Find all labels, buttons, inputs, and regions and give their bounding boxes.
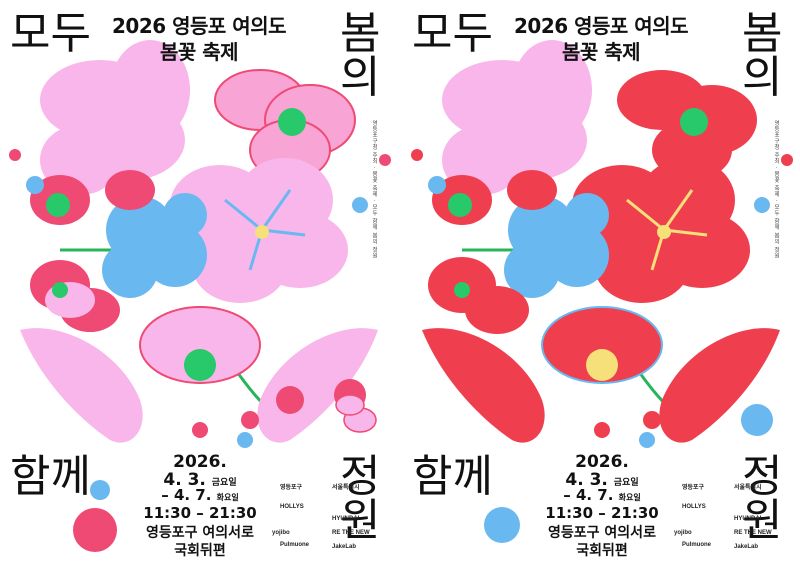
date-range: 4. 3. 금요일: [522, 470, 682, 490]
sponsor-logo-3: HOLLYS: [280, 504, 304, 510]
brush-text-bl: 함께: [412, 451, 493, 502]
date-day1-weekday: 금요일: [211, 478, 237, 488]
festival-time: 11:30 – 21:30: [545, 504, 659, 522]
sponsor-logo-7: RE THE NEW: [734, 530, 772, 536]
sponsor-logo-2: 서울특별시: [734, 485, 762, 491]
festival-title-line1: 2026 영등포 여의도: [112, 14, 287, 38]
sponsor-logo-1: 영등포구: [280, 485, 303, 491]
date-end-weekday: 화요일: [216, 493, 239, 502]
sponsor-logo-8: JakeLab: [734, 544, 759, 550]
sponsor-logo-5: yojibo: [674, 530, 692, 536]
sponsor-logo-4: HYUNDAI: [332, 516, 360, 522]
sponsor-logo-7: RE THE NEW: [332, 530, 370, 536]
vertical-subtitle: 영등포구청 주최 · 봄꽃 축제 · 모두 함께 봄의 정원: [773, 120, 779, 259]
sponsor-logo-6: Pulmuone: [682, 542, 712, 548]
brush-text-tr: 봄의: [742, 8, 783, 103]
brush-text-bl: 함께: [10, 451, 91, 502]
sponsor-logo-3: HOLLYS: [682, 504, 706, 510]
flower-artwork-red: [411, 40, 793, 562]
festival-title-line1: 2026 영등포 여의도: [514, 14, 689, 38]
sponsor-logo-4: HYUNDAI: [734, 516, 762, 522]
sponsor-logo-6: Pulmuone: [280, 542, 310, 548]
date-day1: 4. 3.: [565, 470, 608, 490]
date-end: – 4. 7.: [563, 486, 614, 504]
date-end-weekday: 화요일: [618, 493, 641, 502]
poster-red: 2026 영등포 여의도 봄꽃 축제 모두 봄의 함께 정원 영등포구청 주최 …: [402, 0, 800, 562]
brush-text-br: 정원: [340, 451, 381, 546]
festival-title-line2: 봄꽃 축제: [159, 40, 239, 64]
place-line1: 영등포구 여의서로: [146, 525, 254, 541]
date-year: 2026.: [575, 452, 629, 472]
place-line1: 영등포구 여의서로: [548, 525, 656, 541]
poster-pink: 2026 영등포 여의도 봄꽃 축제 모두 봄의 함께 정원 영등포구청 주최 …: [0, 0, 398, 562]
brush-text-tl: 모두: [10, 8, 91, 59]
date-end-row: – 4. 7. 화요일: [120, 486, 280, 504]
place-line2: 국회뒤편: [576, 543, 628, 559]
festival-time: 11:30 – 21:30: [143, 504, 257, 522]
sponsor-logo-2: 서울특별시: [332, 485, 360, 491]
brush-text-br: 정원: [742, 451, 783, 546]
date-day1: 4. 3.: [163, 470, 206, 490]
vertical-subtitle: 영등포구청 주최 · 봄꽃 축제 · 모두 함께 봄의 정원: [371, 120, 377, 259]
date-end: – 4. 7.: [161, 486, 212, 504]
brush-text-tr: 봄의: [340, 8, 381, 103]
festival-title-line2: 봄꽃 축제: [561, 40, 641, 64]
date-range: 4. 3. 금요일: [120, 470, 280, 490]
flower-artwork-pink: [9, 40, 391, 562]
date-day1-weekday: 금요일: [613, 478, 639, 488]
sponsor-logo-5: yojibo: [272, 530, 290, 536]
sponsor-logo-8: JakeLab: [332, 544, 357, 550]
place-line2: 국회뒤편: [174, 543, 226, 559]
date-end-row: – 4. 7. 화요일: [522, 486, 682, 504]
brush-text-tl: 모두: [412, 8, 493, 59]
sponsor-logo-1: 영등포구: [682, 485, 705, 491]
date-year: 2026.: [173, 452, 227, 472]
